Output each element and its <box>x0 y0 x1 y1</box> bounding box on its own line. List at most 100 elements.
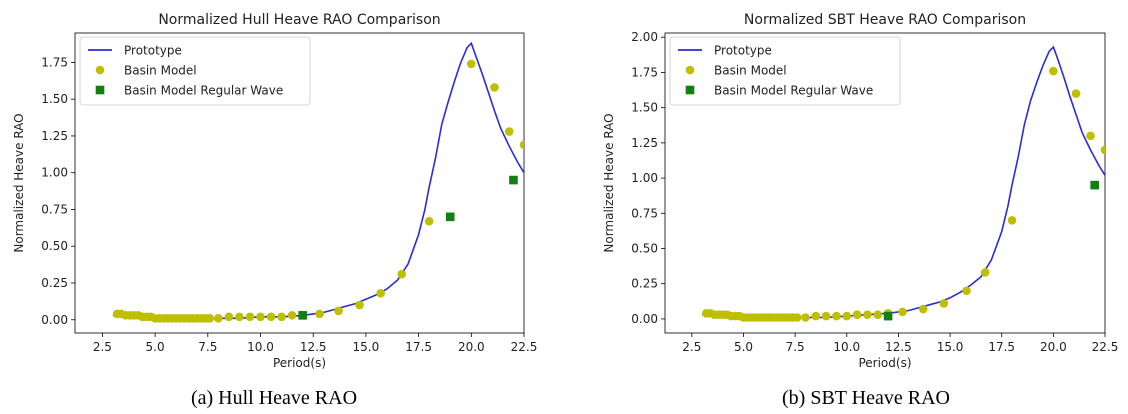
legend-label: Prototype <box>714 44 772 58</box>
y-tick-label: 0.25 <box>631 277 658 291</box>
legend-circle-swatch <box>95 65 105 75</box>
y-tick-label: 0.00 <box>41 313 68 327</box>
x-tick-label: 17.5 <box>405 340 432 354</box>
basin-model-point <box>1100 145 1105 155</box>
basin-model-point <box>792 313 802 322</box>
chart-title: Normalized Hull Heave RAO Comparison <box>158 12 440 28</box>
x-tick-label: 20.0 <box>458 340 485 354</box>
y-tick-label: 1.25 <box>631 136 658 150</box>
y-tick-label: 1.50 <box>631 101 658 115</box>
y-tick-label: 0.75 <box>631 206 658 220</box>
x-tick-label: 10.0 <box>833 340 860 354</box>
y-tick-label: 1.50 <box>41 92 68 106</box>
basin-model-point <box>424 216 434 226</box>
basin-model-point <box>205 313 215 323</box>
x-tick-label: 12.5 <box>885 340 912 354</box>
basin-model-point <box>863 310 872 319</box>
regular-wave-point <box>1090 180 1099 190</box>
figure-caption: (a) Hull Heave RAO <box>191 387 357 409</box>
chart-title: Normalized SBT Heave RAO Comparison <box>744 12 1026 28</box>
y-tick-label: 0.50 <box>631 241 658 255</box>
basin-model-point <box>962 286 971 296</box>
x-tick-label: 7.5 <box>786 340 805 354</box>
legend-box <box>79 36 311 106</box>
legend: Prototype Basin Model Basin Model Regular … <box>669 36 901 106</box>
basin-model-point <box>224 312 234 322</box>
basin-model-point <box>266 312 276 322</box>
y-tick-label: 1.75 <box>631 65 658 79</box>
x-tick-label: 2.5 <box>93 340 112 354</box>
legend-label: Basin Model <box>124 64 197 78</box>
x-tick-label: 20.0 <box>1040 340 1067 354</box>
x-tick-label: 2.5 <box>682 340 701 354</box>
basin-model-point <box>852 310 862 319</box>
legend-circle-swatch <box>685 65 695 75</box>
x-tick-label: 15.0 <box>937 340 964 354</box>
panel-hull-heave-rao: Normalized Hull Heave RAO Comparison 2.5 5… <box>12 12 537 409</box>
y-tick-label: 0.25 <box>41 276 68 290</box>
basin-model-point <box>467 59 476 69</box>
basin-model-point <box>334 306 343 316</box>
basin-model-point <box>873 310 883 319</box>
y-tick-label: 0.00 <box>631 312 658 326</box>
basin-model-point <box>832 311 841 321</box>
x-tick-label: 22.5 <box>511 340 538 354</box>
x-tick-label: 22.5 <box>1092 340 1119 354</box>
regular-wave-point <box>298 311 307 320</box>
x-tick-label: 12.5 <box>300 340 327 354</box>
basin-model-point <box>245 312 255 322</box>
basin-model-point <box>1071 89 1081 98</box>
basin-model-point <box>801 313 810 322</box>
basin-model-point <box>490 83 499 92</box>
y-tick-label: 0.75 <box>41 202 68 216</box>
basin-model-point <box>842 311 852 321</box>
basin-model-point <box>235 312 244 322</box>
basin-model-point <box>519 140 524 150</box>
panel-sbt-heave-rao: Normalized SBT Heave RAO Comparison 2.5 5.… <box>602 12 1118 409</box>
basin-model-point <box>1086 131 1095 141</box>
basin-model-point <box>277 312 286 322</box>
basin-model-point <box>376 288 385 298</box>
basin-model-point <box>918 304 928 314</box>
basin-model-point <box>939 299 949 308</box>
basin-model-point <box>256 312 265 322</box>
basin-model-point <box>504 127 514 136</box>
x-tick-label: 5.0 <box>734 340 753 354</box>
regular-wave-point <box>883 311 893 321</box>
regular-wave-point <box>509 175 518 185</box>
y-tick-label: 0.50 <box>41 239 68 253</box>
y-tick-label: 1.00 <box>41 166 68 180</box>
plot-area <box>112 41 524 323</box>
basin-model-point <box>980 268 990 277</box>
figure-caption: (b) SBT Heave RAO <box>782 387 950 409</box>
legend-label: Basin Model Regular Wave <box>714 84 873 98</box>
legend-square-swatch <box>685 85 695 95</box>
regular-wave-point <box>445 212 455 222</box>
legend: Prototype Basin Model Basin Model Regular … <box>79 36 311 106</box>
x-tick-label: 5.0 <box>146 340 165 354</box>
basin-model-point <box>1007 216 1017 225</box>
legend-label: Basin Model Regular Wave <box>124 84 283 98</box>
y-tick-label: 1.25 <box>41 129 68 143</box>
basin-model-point <box>1049 66 1058 76</box>
y-tick-label: 2.00 <box>631 30 658 44</box>
plot-frame <box>74 32 525 334</box>
legend-box <box>669 36 901 106</box>
x-axis-label: Period(s) <box>858 356 911 370</box>
basin-model-point <box>214 313 223 323</box>
basin-model-point <box>287 311 297 320</box>
basin-model-point <box>898 307 907 317</box>
basin-model-point <box>355 300 364 310</box>
basin-model-point <box>811 311 821 321</box>
x-tick-label: 15.0 <box>353 340 380 354</box>
x-tick-label: 7.5 <box>198 340 217 354</box>
plot-area <box>702 45 1105 322</box>
legend-label: Basin Model <box>714 64 787 78</box>
basin-model-point <box>315 309 324 319</box>
basin-model-point <box>397 269 407 279</box>
legend-square-swatch <box>95 85 105 95</box>
x-tick-label: 10.0 <box>247 340 274 354</box>
legend-label: Prototype <box>124 44 182 58</box>
y-axis-label: Normalized Heave RAO <box>12 113 26 252</box>
x-axis-label: Period(s) <box>273 356 326 370</box>
